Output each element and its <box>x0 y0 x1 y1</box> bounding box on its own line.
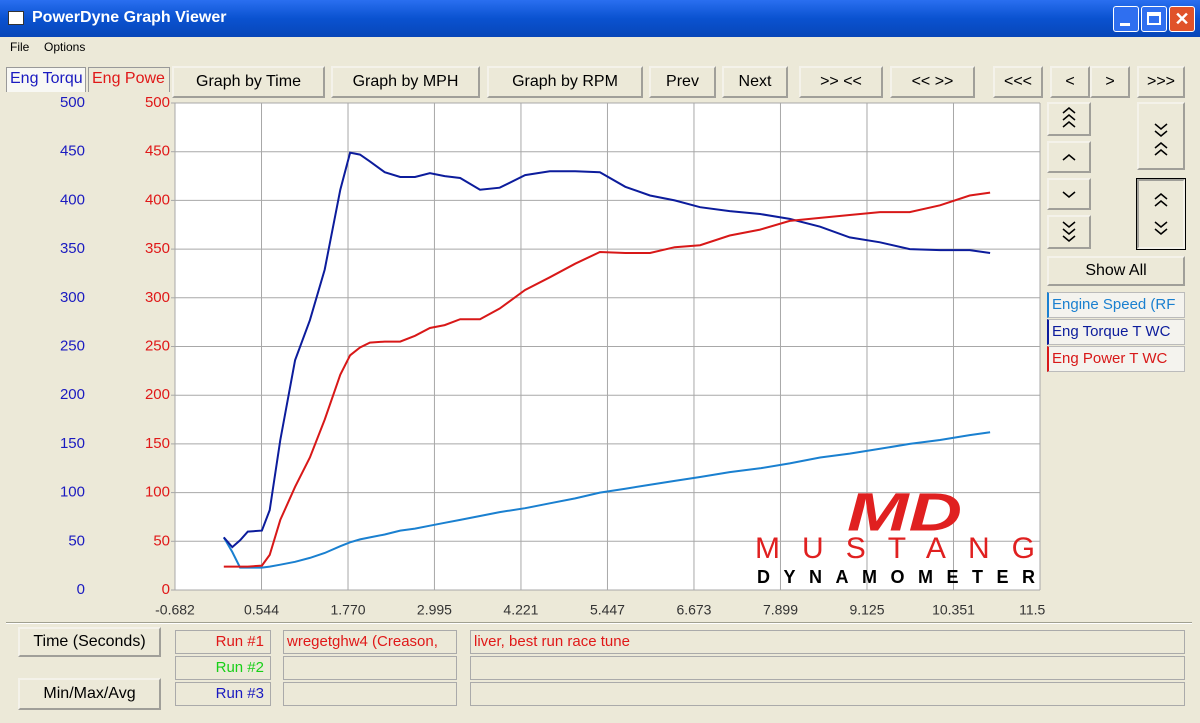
y2-tick-label: 0 <box>162 581 170 598</box>
y2-tick-label: 250 <box>145 337 170 354</box>
series-line <box>222 431 991 569</box>
y-tick-label: 50 <box>68 532 85 549</box>
run-description: wregetghw4 (Creason, <box>283 630 457 654</box>
logo-name: MUSTANG <box>755 532 1035 565</box>
toolbar-button[interactable]: >>> <box>1137 66 1185 98</box>
run-description <box>470 656 1185 680</box>
minimize-button[interactable] <box>1113 6 1139 32</box>
close-button[interactable]: ✕ <box>1169 6 1195 32</box>
toolbar-button[interactable]: >> << <box>799 66 883 98</box>
y-tick-label: 0 <box>77 581 85 598</box>
series-line <box>223 191 991 568</box>
chevron-icon <box>1154 123 1168 156</box>
y-tick-label: 350 <box>60 240 85 257</box>
y2-tick-label: 500 <box>145 94 170 111</box>
x-tick-label: 7.899 <box>763 602 798 618</box>
toolbar-button[interactable]: > <box>1090 66 1130 98</box>
y2-tick-label: 200 <box>145 386 170 403</box>
tab[interactable]: Eng Powe <box>88 67 170 92</box>
y2-tick-label: 400 <box>145 191 170 208</box>
y-tick-label: 150 <box>60 435 85 452</box>
legend-item[interactable]: Engine Speed (RF <box>1047 292 1185 318</box>
min-max-avg-button[interactable]: Min/Max/Avg <box>18 678 161 710</box>
x-tick-label: 10.351 <box>932 602 975 618</box>
chevron-icon <box>1062 191 1076 198</box>
series-line <box>223 151 991 549</box>
x-tick-label: 2.995 <box>417 602 452 618</box>
side-panel <box>1047 100 1187 280</box>
menu-bar: File Options <box>0 37 1200 57</box>
toolbar-button[interactable]: << >> <box>890 66 975 98</box>
x-tick-label: -0.682 <box>155 602 195 618</box>
y-tick-label: 200 <box>60 386 85 403</box>
x-tick-label: 11.577 <box>1019 602 1046 618</box>
scroll-button[interactable] <box>1136 178 1186 250</box>
menu-item[interactable]: Options <box>44 40 86 54</box>
chart: MD MUSTANG DYNAMOMETER -0.682 0.544 1.770 2… <box>60 94 1046 618</box>
y2-tick-label: 450 <box>145 143 170 160</box>
y2-tick-label: 350 <box>145 240 170 257</box>
tab[interactable]: Eng Torqu <box>6 67 86 92</box>
chevron-icon <box>1062 107 1076 128</box>
title-bar: PowerDyne Graph Viewer ✕ <box>0 0 1200 37</box>
bottom-separator <box>6 622 1192 624</box>
run-description <box>283 656 457 680</box>
x-tick-label: 1.770 <box>330 602 365 618</box>
y2-tick-label: 300 <box>145 289 170 306</box>
x-axis-mode[interactable]: Time (Seconds) <box>18 627 161 657</box>
toolbar-button[interactable]: Graph by RPM <box>487 66 643 98</box>
app-icon <box>8 11 24 25</box>
scroll-button[interactable] <box>1047 178 1091 210</box>
scroll-button[interactable] <box>1047 215 1091 249</box>
run-label: Run #3 <box>175 682 271 706</box>
x-tick-label: 4.221 <box>503 602 538 618</box>
toolbar-button[interactable]: Next <box>722 66 788 98</box>
legend-item[interactable]: Eng Torque T WC <box>1047 319 1185 345</box>
x-tick-label: 0.544 <box>244 602 279 618</box>
menu-item[interactable]: File <box>10 40 30 54</box>
x-tick-label: 9.125 <box>849 602 884 618</box>
chevron-icon <box>1062 154 1076 161</box>
y2-tick-label: 50 <box>153 532 170 549</box>
x-tick-label: 5.447 <box>590 602 625 618</box>
show-all-button[interactable]: Show All <box>1047 256 1185 286</box>
x-tick-label: 6.673 <box>676 602 711 618</box>
toolbar-button[interactable]: Graph by Time <box>172 66 325 98</box>
scroll-button[interactable] <box>1047 102 1091 136</box>
y-tick-label: 400 <box>60 191 85 208</box>
toolbar-button[interactable]: Graph by MPH <box>331 66 480 98</box>
logo-mark: MD <box>847 482 962 542</box>
y2-tick-label: 150 <box>145 435 170 452</box>
y-tick-label: 250 <box>60 337 85 354</box>
run-label: Run #2 <box>175 656 271 680</box>
y-tick-label: 100 <box>60 484 85 501</box>
run-description: liver, best run race tune <box>470 630 1185 654</box>
run-label: Run #1 <box>175 630 271 654</box>
y-tick-label: 300 <box>60 289 85 306</box>
scroll-button[interactable] <box>1047 141 1091 173</box>
window-title: PowerDyne Graph Viewer <box>32 9 227 26</box>
chevron-icon <box>1062 221 1076 242</box>
y-tick-label: 500 <box>60 94 85 111</box>
run-description <box>283 682 457 706</box>
toolbar-button[interactable]: Prev <box>649 66 716 98</box>
run-description <box>470 682 1185 706</box>
maximize-button[interactable] <box>1141 6 1167 32</box>
toolbar-button[interactable]: <<< <box>993 66 1043 98</box>
legend-item[interactable]: Eng Power T WC <box>1047 346 1185 372</box>
y2-tick-label: 100 <box>145 484 170 501</box>
y-tick-label: 450 <box>60 143 85 160</box>
toolbar-button[interactable]: < <box>1050 66 1090 98</box>
scroll-button[interactable] <box>1137 102 1185 170</box>
chevron-icon <box>1154 193 1168 235</box>
